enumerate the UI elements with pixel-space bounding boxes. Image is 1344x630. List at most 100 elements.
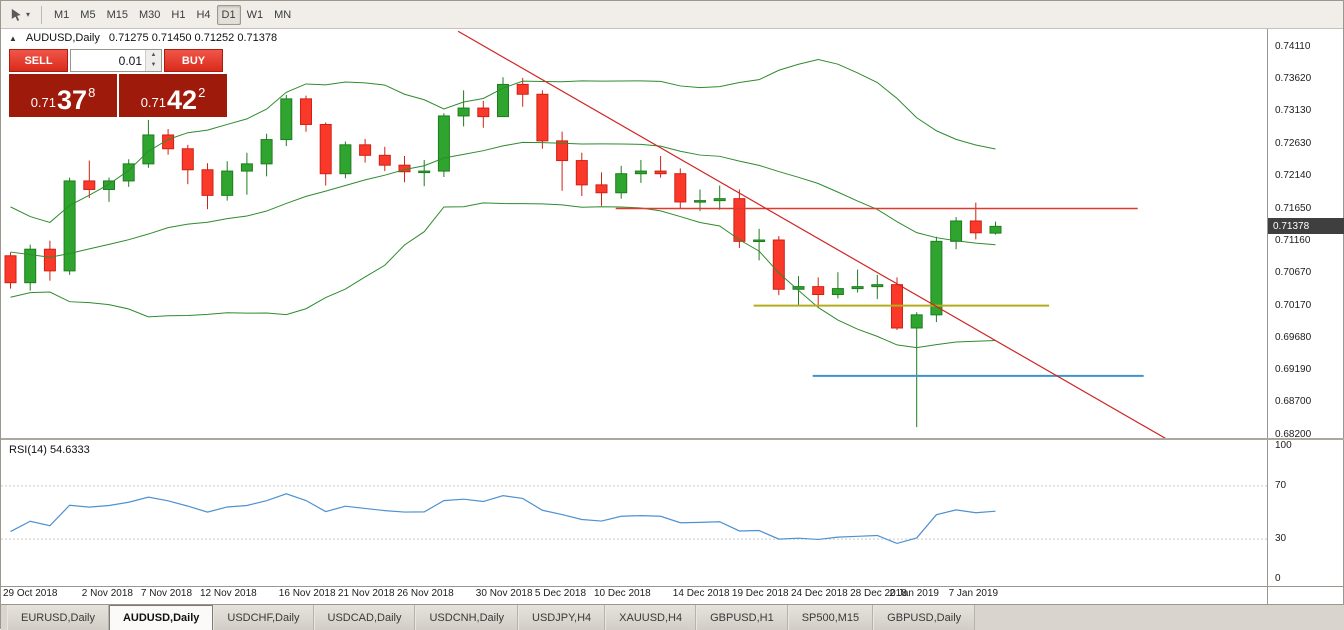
timeframe-button-h1[interactable]: H1 bbox=[166, 5, 190, 25]
candle-body bbox=[122, 163, 135, 182]
candle-body bbox=[221, 170, 234, 196]
candle-body bbox=[615, 173, 628, 194]
date-axis-label: 2 Jan 2019 bbox=[889, 588, 940, 599]
sell-price-prefix: 0.71 bbox=[30, 95, 57, 110]
chart-tab-audusd-daily[interactable]: AUDUSD,Daily bbox=[108, 605, 214, 630]
candle-body bbox=[910, 314, 923, 329]
candle-body bbox=[772, 239, 785, 290]
date-axis-label: 2 Nov 2018 bbox=[81, 588, 133, 599]
chart-ohlc-values: 0.71275 0.71450 0.71252 0.71378 bbox=[108, 32, 278, 44]
price-tick-label: 0.72140 bbox=[1275, 170, 1312, 182]
chart-symbol-label: AUDUSD,Daily bbox=[25, 32, 100, 44]
buy-price-main: 42 bbox=[167, 85, 198, 115]
timeframe-button-w1[interactable]: W1 bbox=[242, 5, 269, 25]
sell-button[interactable]: SELL bbox=[9, 49, 68, 72]
date-axis-label: 21 Nov 2018 bbox=[337, 588, 395, 599]
axis-separator-line bbox=[1267, 29, 1268, 604]
candle-body bbox=[319, 123, 332, 175]
candle-body bbox=[556, 140, 569, 162]
candle-body bbox=[595, 184, 608, 194]
timeframe-button-d1[interactable]: D1 bbox=[216, 4, 241, 25]
candle-body bbox=[694, 200, 706, 203]
date-axis-label: 19 Dec 2018 bbox=[731, 588, 789, 599]
chart-tools-button[interactable]: ▾ bbox=[5, 3, 34, 27]
candle-body bbox=[83, 180, 96, 190]
candle-body bbox=[181, 148, 194, 171]
candle-body bbox=[516, 83, 529, 95]
price-tick-label: 0.71160 bbox=[1275, 234, 1311, 246]
lot-size-input[interactable] bbox=[71, 50, 145, 71]
chart-tab-bar: EURUSD,Daily AUDUSD,Daily USDCHF,Daily USDC… bbox=[1, 604, 1344, 630]
candle-body bbox=[812, 286, 825, 296]
candle-body bbox=[378, 154, 391, 166]
date-axis-label: 26 Nov 2018 bbox=[397, 588, 454, 599]
price-tick-label: 0.72630 bbox=[1275, 138, 1312, 150]
rsi-axis: 100 70 30 0 bbox=[1269, 440, 1343, 586]
candle-body bbox=[142, 134, 155, 165]
chart-tab-eurusd-daily[interactable]: EURUSD,Daily bbox=[7, 605, 109, 630]
date-axis-label: 28 Dec 2018 bbox=[850, 588, 907, 599]
chart-tab-usdcad-daily[interactable]: USDCAD,Daily bbox=[313, 605, 416, 630]
one-click-panel-toggle-icon[interactable]: ▲ bbox=[9, 33, 17, 43]
candle-body bbox=[43, 248, 56, 272]
date-axis-label: 7 Nov 2018 bbox=[140, 588, 193, 599]
candle-body bbox=[575, 160, 588, 186]
date-axis-label: 30 Nov 2018 bbox=[475, 588, 533, 599]
chart-tab-usdcnh-daily[interactable]: USDCNH,Daily bbox=[415, 605, 519, 630]
chart-tab-sp500-m15[interactable]: SP500,M15 bbox=[787, 605, 874, 630]
price-tick-label: 0.68200 bbox=[1275, 429, 1312, 440]
sell-price-display[interactable]: 0.71 37 8 bbox=[9, 74, 117, 117]
trendline-object[interactable] bbox=[457, 30, 1166, 438]
timeframe-button-h4[interactable]: H4 bbox=[191, 5, 215, 25]
toolbar: ▾ M1 M5 M15 M30 H1 H4 D1 W1 MN bbox=[1, 1, 1343, 29]
lot-size-box: ▲ ▼ bbox=[70, 49, 162, 72]
panel-resize-divider[interactable] bbox=[1, 438, 1344, 440]
chart-tab-xauusd-h4[interactable]: XAUUSD,H4 bbox=[605, 605, 697, 630]
date-axis-label: 24 Dec 2018 bbox=[791, 588, 848, 599]
timeframe-button-group: M1 M5 M15 M30 H1 H4 D1 W1 MN bbox=[49, 4, 296, 25]
timeframe-button-m1[interactable]: M1 bbox=[49, 5, 74, 25]
candle-body bbox=[477, 107, 490, 118]
candle-body bbox=[753, 239, 766, 243]
candle-body bbox=[418, 170, 431, 174]
date-axis-separator bbox=[1, 586, 1344, 587]
date-axis-label: 12 Nov 2018 bbox=[200, 588, 257, 599]
lot-spinner: ▲ ▼ bbox=[145, 50, 161, 71]
date-axis: 29 Oct 2018 2 Nov 2018 7 Nov 2018 12 Nov 20… bbox=[1, 588, 1344, 603]
timeframe-button-m30[interactable]: M30 bbox=[134, 5, 165, 25]
candle-body bbox=[969, 220, 982, 234]
candle-body bbox=[733, 198, 746, 242]
toolbar-separator bbox=[41, 5, 43, 24]
candle-body bbox=[24, 248, 37, 284]
rsi-tick-label: 30 bbox=[1275, 533, 1287, 545]
candle-body bbox=[497, 83, 509, 118]
timeframe-button-mn[interactable]: MN bbox=[269, 5, 296, 25]
date-axis-label: 7 Jan 2019 bbox=[948, 588, 999, 599]
chart-tab-usdjpy-h4[interactable]: USDJPY,H4 bbox=[518, 605, 606, 630]
date-axis-label: 14 Dec 2018 bbox=[672, 588, 730, 599]
rsi-indicator-label: RSI(14) 54.6333 bbox=[9, 444, 90, 456]
buy-price-prefix: 0.71 bbox=[140, 95, 167, 110]
timeframe-button-m5[interactable]: M5 bbox=[75, 5, 100, 25]
buy-button[interactable]: BUY bbox=[164, 49, 223, 72]
price-tick-label: 0.70670 bbox=[1275, 266, 1312, 278]
current-price-badge: 0.71378 bbox=[1268, 218, 1344, 235]
chart-header: ▲ AUDUSD,Daily 0.71275 0.71450 0.71252 0… bbox=[9, 32, 277, 44]
candle-body bbox=[300, 98, 312, 125]
candle-body bbox=[280, 98, 293, 141]
lot-spinner-down-icon[interactable]: ▼ bbox=[146, 60, 161, 71]
chart-tab-gbpusd-daily[interactable]: GBPUSD,Daily bbox=[873, 605, 976, 630]
buy-price-display[interactable]: 0.71 42 2 bbox=[119, 74, 227, 117]
candle-body bbox=[63, 180, 76, 272]
date-axis-label: 10 Dec 2018 bbox=[594, 588, 651, 599]
price-tick-label: 0.70170 bbox=[1275, 299, 1312, 311]
rsi-chart-canvas[interactable] bbox=[1, 440, 1267, 586]
candle-body bbox=[831, 288, 844, 296]
lot-spinner-up-icon[interactable]: ▲ bbox=[146, 50, 161, 61]
price-axis: 0.74110 0.73620 0.73130 0.72630 0.72140 0.716… bbox=[1269, 29, 1343, 440]
chart-tab-usdchf-daily[interactable]: USDCHF,Daily bbox=[213, 605, 314, 630]
chart-tab-gbpusd-h1[interactable]: GBPUSD,H1 bbox=[696, 605, 788, 630]
timeframe-button-m15[interactable]: M15 bbox=[102, 5, 133, 25]
price-tick-label: 0.73130 bbox=[1275, 105, 1312, 117]
